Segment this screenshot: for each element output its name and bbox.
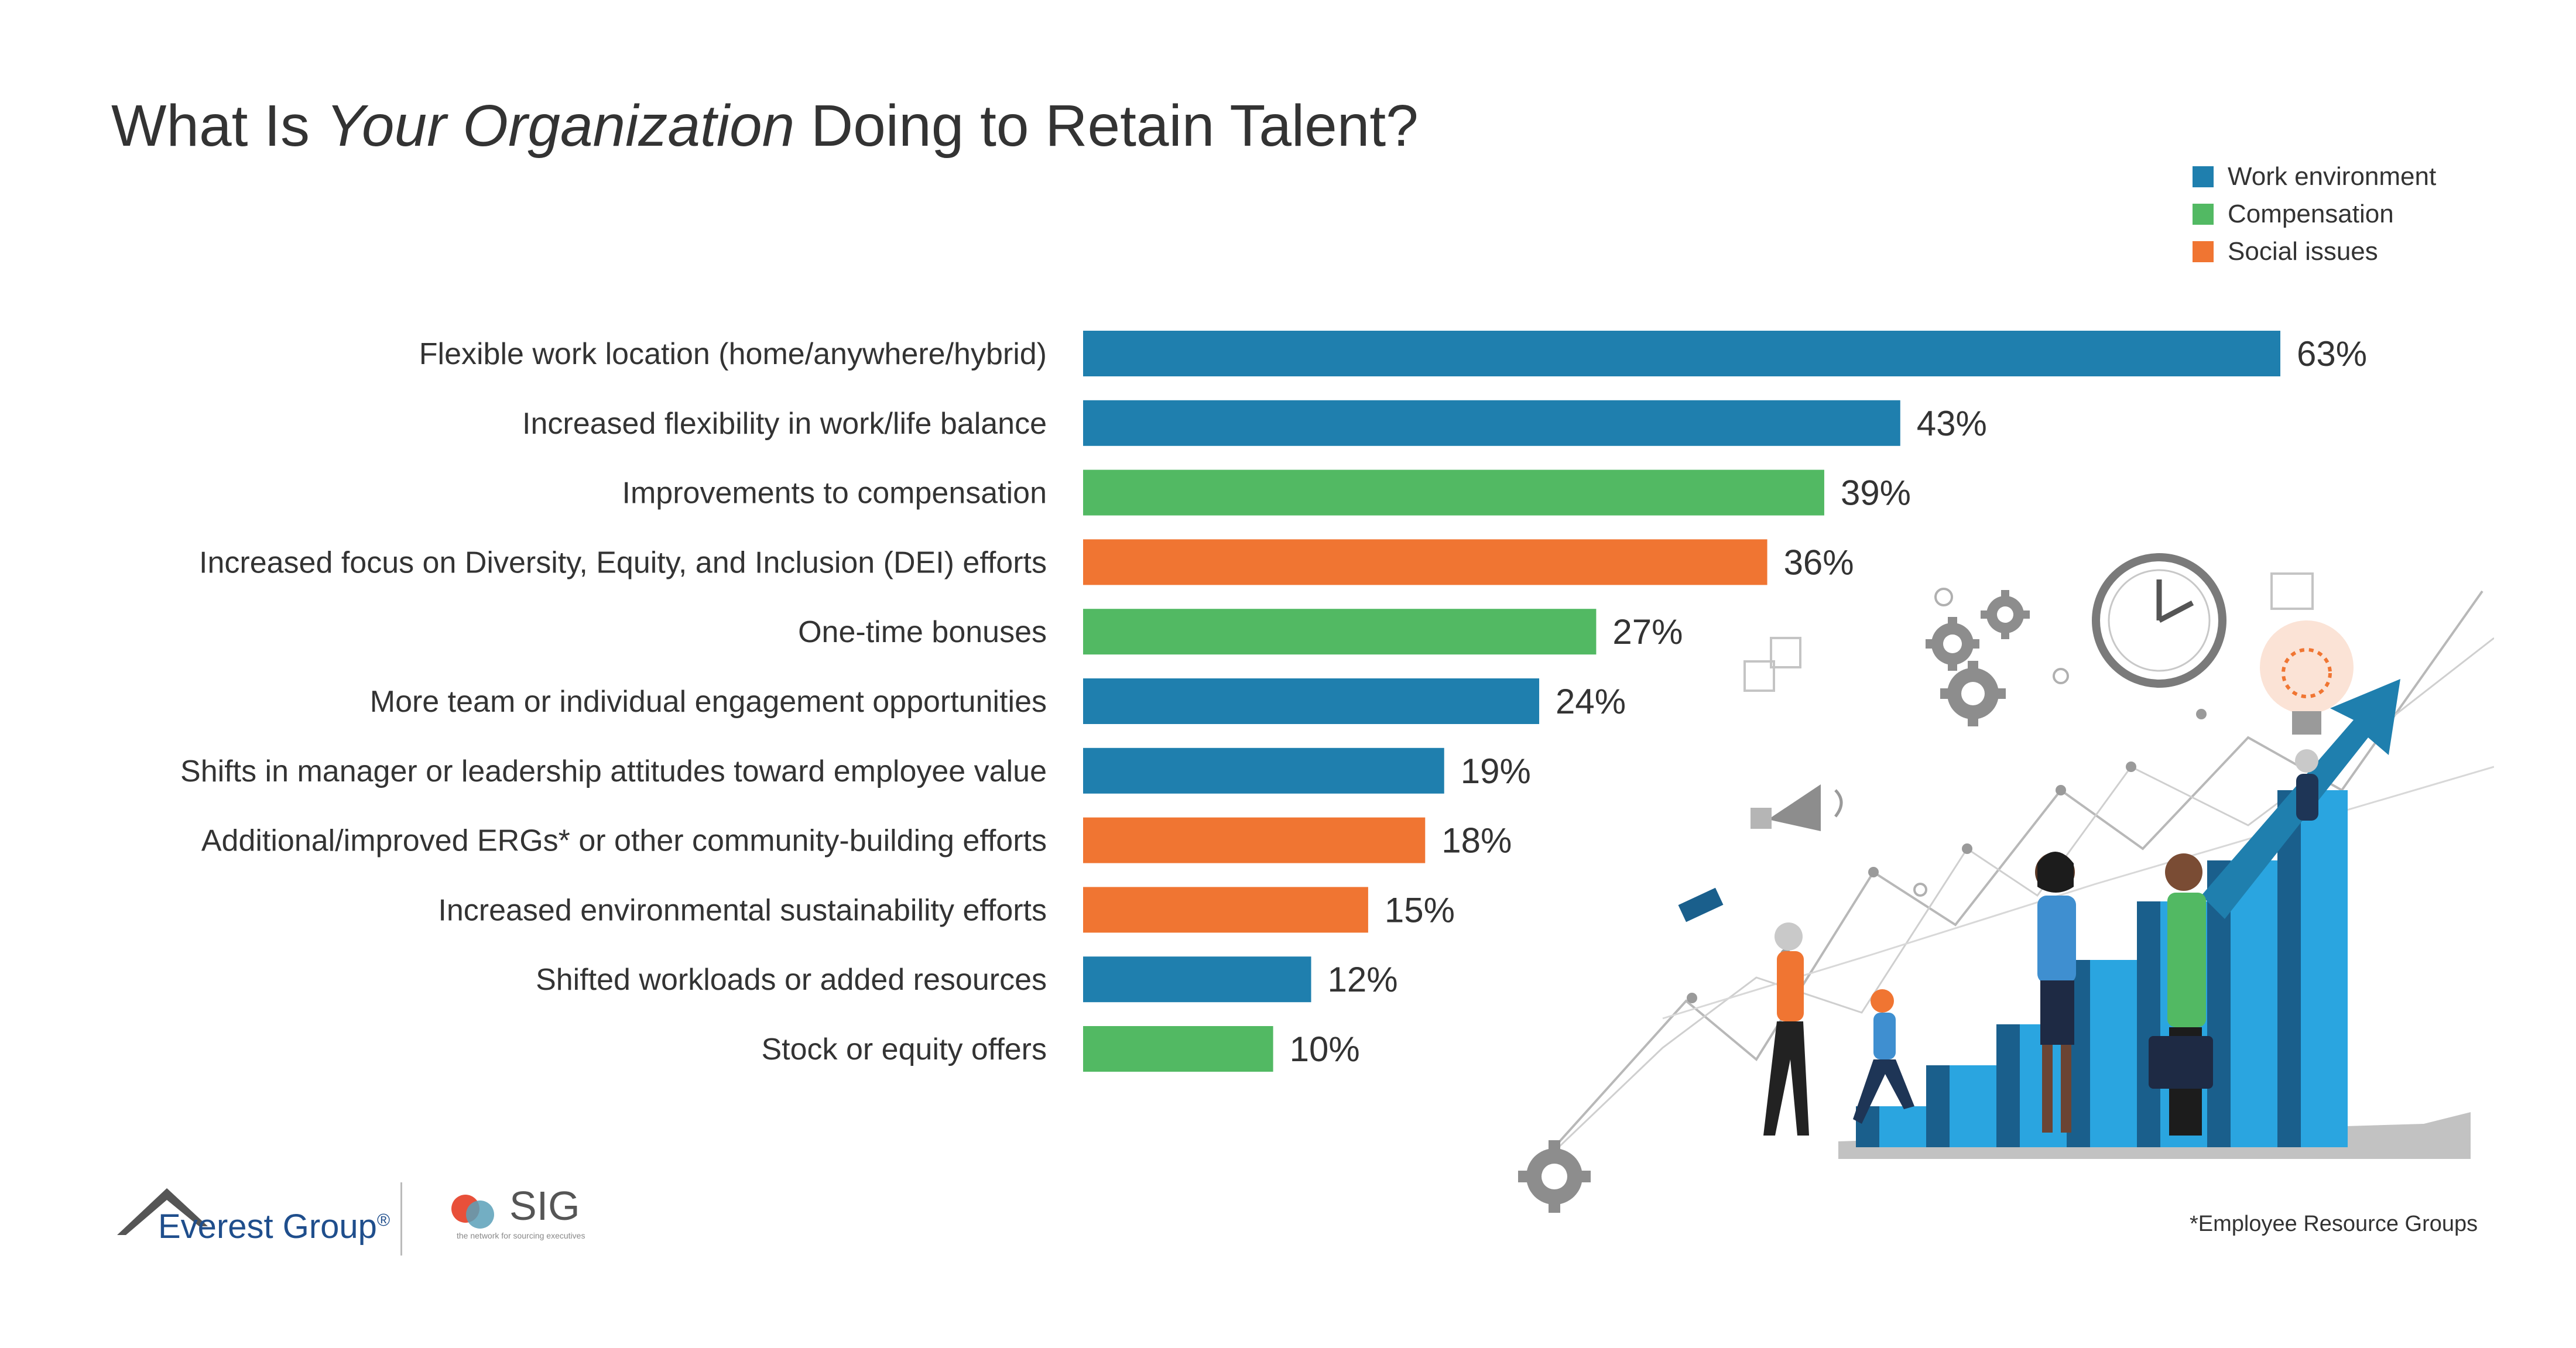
sig-tagline: the network for sourcing executives xyxy=(457,1231,585,1240)
category-label: Increased environmental sustainability e… xyxy=(438,893,1047,927)
category-label: One-time bonuses xyxy=(798,615,1047,649)
bar xyxy=(1083,678,1540,724)
category-label: Stock or equity offers xyxy=(762,1033,1047,1066)
legend-item-compensation: Compensation xyxy=(2193,195,2436,233)
legend-label: Work environment xyxy=(2228,162,2437,191)
bar xyxy=(1083,956,1311,1003)
logos: Everest Group® SIG the network for sourc… xyxy=(111,1171,609,1258)
everest-logo-mark xyxy=(117,1188,208,1235)
value-label: 10% xyxy=(1290,1030,1360,1069)
bar xyxy=(1083,400,1900,446)
value-label: 63% xyxy=(2297,334,2367,373)
chart-title: What Is Your Organization Doing to Retai… xyxy=(111,93,1419,159)
legend-item-social-issues: Social issues xyxy=(2193,233,2436,270)
category-label: Improvements to compensation xyxy=(622,476,1047,510)
legend-swatch xyxy=(2193,204,2214,225)
logo-divider xyxy=(400,1182,402,1256)
bar xyxy=(1083,887,1368,933)
value-label: 24% xyxy=(1556,682,1626,721)
category-label: More team or individual engagement oppor… xyxy=(370,685,1047,719)
value-label: 39% xyxy=(1841,474,1911,513)
retention-illustration xyxy=(1518,553,2494,1213)
sig-logo-mark xyxy=(451,1195,494,1229)
everest-group-logo: Everest Group® xyxy=(158,1208,390,1246)
bar xyxy=(1083,817,1426,863)
value-label: 36% xyxy=(1784,543,1854,582)
footnote: *Employee Resource Groups xyxy=(2190,1212,2478,1236)
bar xyxy=(1083,469,1824,516)
bar xyxy=(1083,331,2280,376)
value-label: 15% xyxy=(1385,890,1455,929)
sig-logo: SIG xyxy=(509,1183,580,1229)
bar xyxy=(1083,539,1767,585)
category-label: Flexible work location (home/anywhere/hy… xyxy=(419,337,1047,371)
category-label: Shifts in manager or leadership attitude… xyxy=(180,754,1047,788)
bar xyxy=(1083,609,1597,655)
value-label: 27% xyxy=(1612,612,1683,651)
legend-label: Social issues xyxy=(2228,237,2378,266)
value-label: 43% xyxy=(1917,404,1987,443)
bar xyxy=(1083,747,1444,794)
value-label: 18% xyxy=(1441,821,1512,860)
legend-swatch xyxy=(2193,166,2214,187)
legend: Work environment Compensation Social iss… xyxy=(2193,158,2436,270)
category-label: Shifted workloads or added resources xyxy=(536,963,1047,997)
category-label: Increased flexibility in work/life balan… xyxy=(522,407,1047,441)
legend-label: Compensation xyxy=(2228,200,2394,228)
legend-item-work-environment: Work environment xyxy=(2193,158,2436,195)
value-label: 12% xyxy=(1328,960,1398,999)
value-label: 19% xyxy=(1461,752,1531,791)
legend-swatch xyxy=(2193,241,2214,262)
category-label: Increased focus on Diversity, Equity, an… xyxy=(199,546,1047,579)
bar xyxy=(1083,1026,1273,1072)
category-label: Additional/improved ERGs* or other commu… xyxy=(201,824,1047,858)
